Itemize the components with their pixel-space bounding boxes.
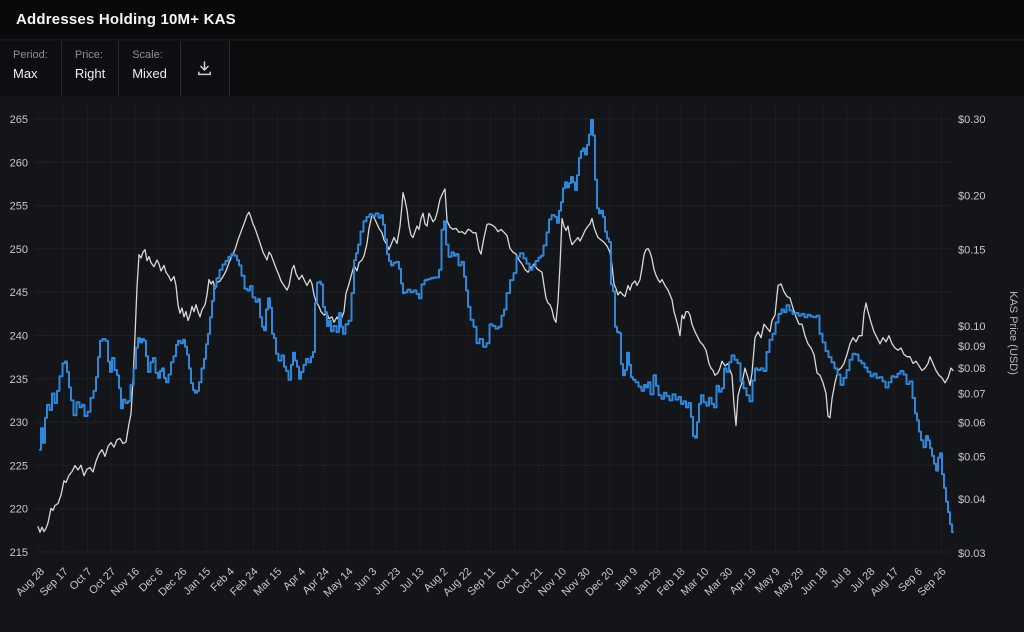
left-axis-tick: 220 (10, 504, 28, 516)
left-axis-tick: 250 (10, 244, 28, 256)
right-axis-tick: $0.07 (958, 388, 986, 400)
right-axis-tick: $0.09 (958, 341, 986, 353)
price-position-control[interactable]: Price: Right (62, 41, 120, 96)
right-axis-tick: $0.04 (958, 494, 986, 506)
right-axis-tick: $0.05 (958, 452, 986, 464)
x-axis-tick: Apr 19 (727, 566, 758, 597)
price-series-line (37, 188, 954, 533)
price-position-value: Right (74, 66, 106, 81)
left-axis-tick: 260 (10, 157, 28, 169)
vertical-gridlines (40, 105, 942, 552)
left-axis-tick: 225 (10, 460, 28, 472)
page-title: Addresses Holding 10M+ KAS (16, 11, 236, 28)
horizontal-gridlines (34, 118, 951, 553)
period-value: Max (13, 66, 38, 81)
right-axis-title: KAS Price (USD) (1007, 291, 1019, 375)
right-axis-tick: $0.06 (958, 417, 986, 429)
left-axis-tick: 215 (10, 547, 28, 559)
title-bar: Addresses Holding 10M+ KAS (0, 0, 1024, 40)
scale-value: Mixed (132, 66, 167, 81)
left-axis-tick: 230 (10, 417, 28, 429)
scale-label: Scale: (132, 49, 163, 61)
left-axis-tick: 245 (10, 287, 28, 299)
left-axis-tick: 265 (10, 114, 28, 126)
right-axis-tick: $0.03 (958, 548, 986, 560)
right-axis-tick: $0.10 (958, 321, 986, 333)
right-axis-tick: $0.30 (958, 114, 986, 126)
toolbar: Period: Max Price: Right Scale: Mixed (0, 41, 1024, 96)
x-axis-tick: Jun 18 (798, 566, 830, 598)
right-axis-tick: $0.20 (958, 190, 986, 202)
period-label: Period: (13, 49, 48, 61)
download-icon (198, 61, 212, 76)
x-axis-tick: Jan 15 (181, 566, 213, 598)
left-axis-tick: 240 (10, 331, 28, 343)
x-axis-tick: Jul 13 (397, 566, 426, 595)
scale-control[interactable]: Scale: Mixed (119, 41, 181, 96)
toolbar-spacer (229, 41, 1024, 96)
right-axis-tick: $0.08 (958, 363, 986, 375)
left-axis-tick-labels: 265 260 255 250 245 240 235 230 225 220 215 (10, 114, 28, 559)
left-axis-tick: 235 (10, 374, 28, 386)
x-axis-tick: Jun 23 (371, 566, 403, 598)
right-axis-tick-labels: $0.30 $0.20 $0.15 $0.10 $0.09 $0.08 $0.07 $0.06… (958, 114, 986, 560)
right-axis-tick: $0.15 (958, 245, 986, 257)
addresses-series-line (39, 118, 954, 534)
price-position-label: Price: (74, 49, 103, 61)
period-control[interactable]: Period: Max (0, 41, 62, 96)
download-button[interactable] (181, 41, 230, 96)
left-axis-tick: 255 (10, 201, 28, 213)
